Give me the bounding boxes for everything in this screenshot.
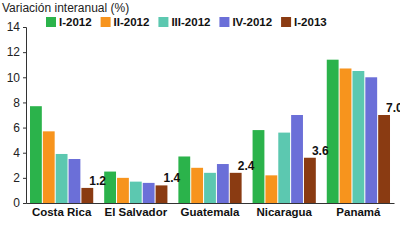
x-axis-line xyxy=(27,203,395,204)
y-tick: 0 xyxy=(13,196,26,210)
y-tick: 14 xyxy=(7,20,26,34)
legend-label: I-2012 xyxy=(59,16,92,28)
series xyxy=(30,60,339,203)
y-tick-label: 0 xyxy=(13,196,20,210)
data-label: 7.0 xyxy=(386,101,400,115)
y-tick-label: 10 xyxy=(7,71,21,85)
chart-svg: 0 2 4 6 8 10 12 14 Costa Rica El Salvador Guatemal… xyxy=(0,0,400,225)
y-tick: 6 xyxy=(13,121,26,135)
y-tick-mark xyxy=(23,52,26,53)
data-label: 1.2 xyxy=(89,174,106,188)
data-label: 3.6 xyxy=(312,144,329,158)
y-tick: 4 xyxy=(13,146,26,160)
bar xyxy=(204,173,216,203)
data-label: 1.4 xyxy=(164,171,181,185)
x-tick: Nicaragua xyxy=(256,203,312,218)
y-tick: 10 xyxy=(7,71,26,85)
x-tick-label: Panamá xyxy=(336,206,381,218)
y-axis: 0 2 4 6 8 10 12 14 xyxy=(7,20,27,210)
legend-swatch xyxy=(219,17,229,27)
y-tick-mark xyxy=(23,128,26,129)
y-tick-mark xyxy=(23,178,26,179)
legend-item: II-2012 xyxy=(101,16,150,28)
bar xyxy=(43,131,55,203)
x-axis: Costa Rica El Salvador Guatemala Nicaragua P… xyxy=(27,203,395,218)
bars xyxy=(30,60,390,203)
legend-label: III-2012 xyxy=(171,16,210,28)
data-labels: 1.2 1.4 2.4 3.6 7.0 xyxy=(89,101,400,188)
legend: I-2012 II-2012 III-2012 IV-2012 I-2013 xyxy=(46,16,327,28)
bar xyxy=(230,173,242,203)
y-tick-mark xyxy=(23,27,26,28)
bar xyxy=(217,164,229,203)
bar xyxy=(340,68,352,203)
y-tick-label: 8 xyxy=(13,96,20,110)
title: Variación interanual (%) xyxy=(2,1,129,15)
series xyxy=(43,68,352,203)
bar xyxy=(130,182,142,203)
x-tick: Guatemala xyxy=(181,203,240,218)
y-tick: 12 xyxy=(7,45,26,59)
legend-label: I-2013 xyxy=(294,16,327,28)
y-tick-mark xyxy=(23,102,26,103)
y-tick-label: 14 xyxy=(7,20,21,34)
x-tick-label: Nicaragua xyxy=(256,206,312,218)
x-tick-label: Guatemala xyxy=(181,206,240,218)
y-tick-label: 2 xyxy=(13,171,20,185)
legend-item: I-2013 xyxy=(281,16,327,28)
bar xyxy=(365,77,377,203)
bar xyxy=(30,106,42,203)
bar xyxy=(191,168,203,203)
y-tick-label: 4 xyxy=(13,146,20,160)
legend-item: IV-2012 xyxy=(219,16,272,28)
legend-item: I-2012 xyxy=(46,16,92,28)
bar xyxy=(156,185,168,203)
y-axis-line xyxy=(23,28,27,204)
bar xyxy=(378,115,390,203)
bar xyxy=(265,175,277,203)
series xyxy=(56,71,365,203)
data-label: 2.4 xyxy=(238,159,255,173)
legend-swatch xyxy=(46,17,56,27)
chart-container: 0 2 4 6 8 10 12 14 Costa Rica El Salvador Guatemal… xyxy=(0,0,400,225)
series xyxy=(69,77,378,203)
y-tick-mark xyxy=(23,153,26,154)
y-tick: 8 xyxy=(13,96,26,110)
x-tick-label: El Salvador xyxy=(104,206,167,218)
legend-swatch xyxy=(101,17,111,27)
x-tick: El Salvador xyxy=(104,203,167,218)
bar xyxy=(352,71,364,203)
bar xyxy=(327,60,339,203)
x-tick-label: Costa Rica xyxy=(32,206,92,218)
legend-swatch xyxy=(158,17,168,27)
y-tick-mark xyxy=(23,77,26,78)
y-tick-mark xyxy=(23,203,26,204)
plot: 0 2 4 6 8 10 12 14 Costa Rica El Salvador Guatemal… xyxy=(7,20,400,218)
bar xyxy=(117,178,129,203)
legend-label: II-2012 xyxy=(114,16,150,28)
bar xyxy=(56,154,68,203)
legend-label: IV-2012 xyxy=(232,16,272,28)
bar xyxy=(143,183,155,203)
x-tick: Costa Rica xyxy=(32,203,92,218)
bar xyxy=(304,158,316,203)
x-tick: Panamá xyxy=(336,203,381,218)
legend-swatch xyxy=(281,17,291,27)
bar xyxy=(291,115,303,203)
y-tick-label: 6 xyxy=(13,121,20,135)
legend-item: III-2012 xyxy=(158,16,210,28)
bar xyxy=(278,133,290,203)
bar xyxy=(69,159,81,203)
y-tick-label: 12 xyxy=(7,45,21,59)
series xyxy=(81,115,390,203)
y-tick: 2 xyxy=(13,171,26,185)
bar xyxy=(81,188,93,203)
